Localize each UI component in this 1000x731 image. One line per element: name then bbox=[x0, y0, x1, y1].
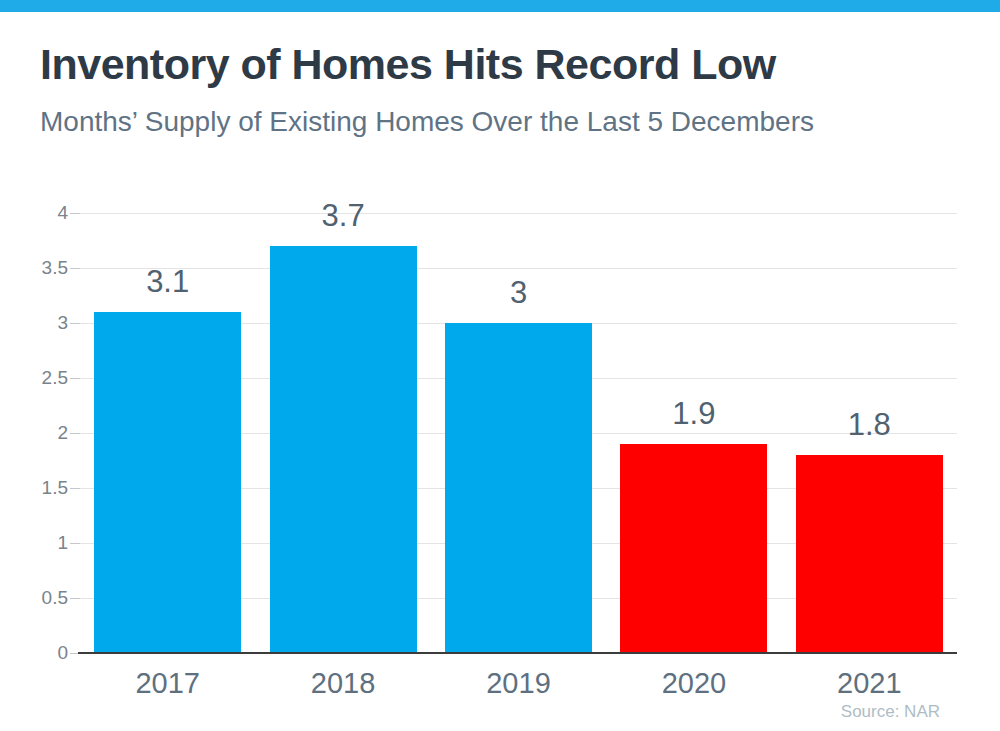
y-axis-tick-label: 0.5 bbox=[8, 586, 68, 610]
bar-2017 bbox=[94, 312, 241, 653]
y-gridline bbox=[80, 268, 957, 269]
bar-value-label: 3 bbox=[510, 275, 527, 311]
bar-value-label: 1.8 bbox=[848, 407, 891, 443]
bar-value-label: 3.7 bbox=[322, 198, 365, 234]
y-axis-tick bbox=[70, 598, 80, 599]
y-axis-tick-label: 3 bbox=[8, 311, 68, 335]
y-axis-tick-label: 3.5 bbox=[8, 256, 68, 280]
y-axis-tick bbox=[70, 378, 80, 379]
y-axis-tick bbox=[70, 268, 80, 269]
y-axis-tick bbox=[70, 433, 80, 434]
y-axis-tick-label: 1.5 bbox=[8, 476, 68, 500]
y-axis-tick bbox=[70, 323, 80, 324]
y-axis-tick-label: 2.5 bbox=[8, 366, 68, 390]
x-axis-category-label: 2018 bbox=[311, 666, 376, 700]
x-axis-baseline bbox=[78, 652, 957, 654]
bar-value-label: 1.9 bbox=[672, 396, 715, 432]
x-axis-category-label: 2021 bbox=[837, 666, 902, 700]
y-axis-tick bbox=[70, 213, 80, 214]
bar-value-label: 3.1 bbox=[146, 264, 189, 300]
bar-2019 bbox=[445, 323, 592, 653]
y-axis-tick-label: 0 bbox=[8, 641, 68, 665]
y-axis-tick-label: 4 bbox=[8, 201, 68, 225]
x-axis-category-label: 2019 bbox=[486, 666, 551, 700]
source-note: Source: NAR bbox=[841, 702, 940, 722]
bar-2021 bbox=[796, 455, 943, 653]
chart-page: Inventory of Homes Hits Record Low Month… bbox=[0, 0, 1000, 731]
bar-2018 bbox=[270, 246, 417, 653]
y-axis-tick bbox=[70, 488, 80, 489]
y-axis-tick-label: 2 bbox=[8, 421, 68, 445]
bar-2020 bbox=[620, 444, 767, 653]
x-axis-category-label: 2017 bbox=[135, 666, 200, 700]
y-axis-tick bbox=[70, 543, 80, 544]
y-axis-tick-label: 1 bbox=[8, 531, 68, 555]
x-axis-category-label: 2020 bbox=[662, 666, 727, 700]
bar-chart-plot-area: 0 0.5 1 1.5 2 2.5 3 3.5 4 3.1 2017 3.7 2018 3 2019 1.9 2… bbox=[0, 0, 1000, 731]
y-gridline bbox=[80, 213, 957, 214]
